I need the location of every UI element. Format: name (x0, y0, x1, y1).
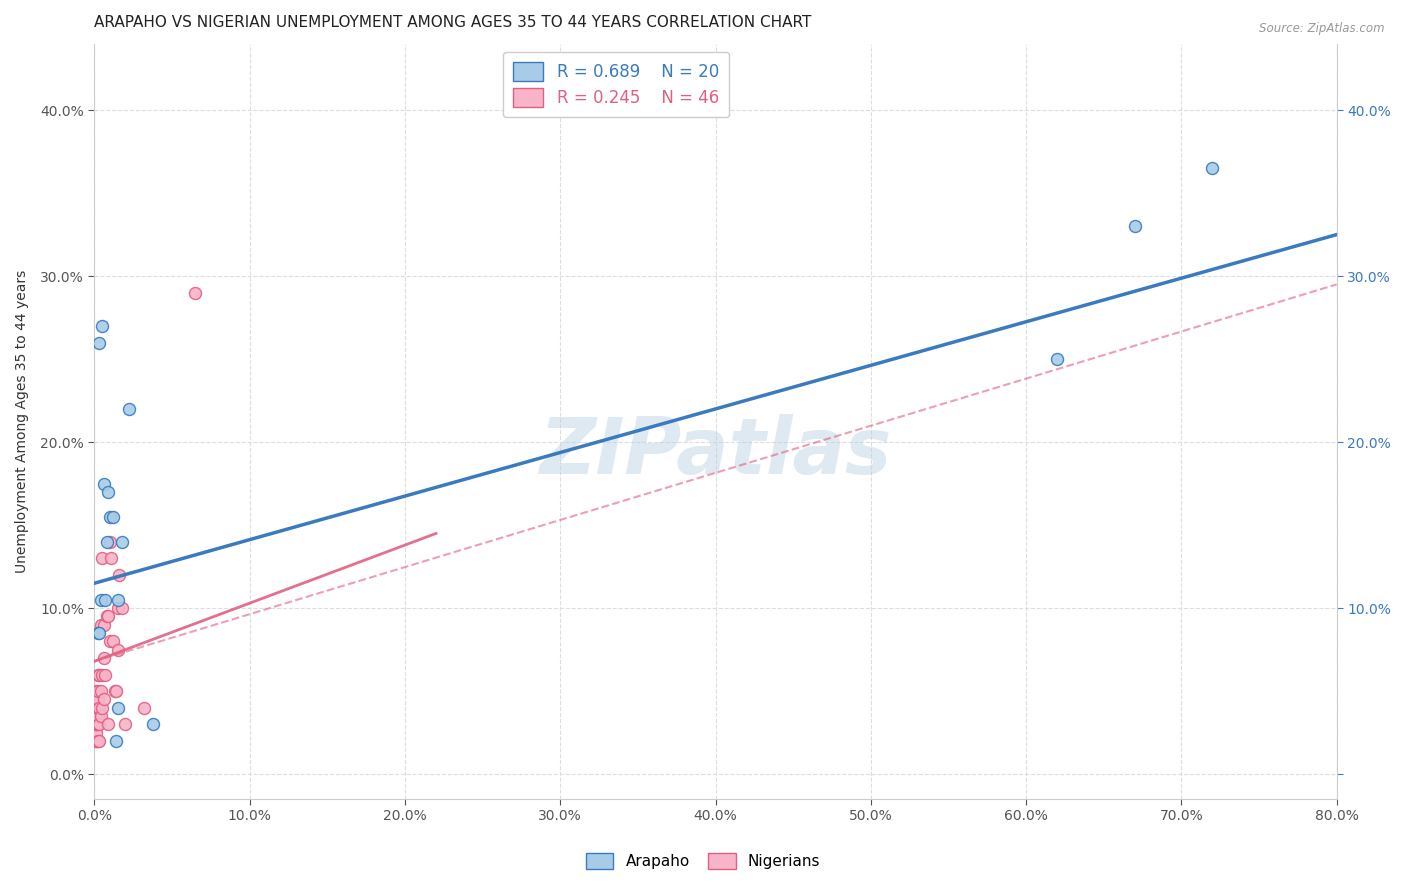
Point (91, 551, 114, 566)
Text: Source: ZipAtlas.com: Source: ZipAtlas.com (1260, 22, 1385, 36)
Point (117, 401, 139, 416)
Point (87, 734, 110, 748)
Point (91, 667, 114, 681)
Point (86, 684, 108, 698)
Legend: R = 0.689    N = 20, R = 0.245    N = 46: R = 0.689 N = 20, R = 0.245 N = 46 (503, 52, 728, 117)
Point (142, 717, 165, 731)
Point (91, 700, 114, 714)
Point (84, 717, 107, 731)
Point (97, 484, 120, 499)
Point (97, 609, 120, 624)
Point (86, 692, 108, 706)
Point (87, 700, 110, 714)
Point (84, 709, 107, 723)
Point (94, 592, 117, 607)
Point (86, 667, 108, 681)
Point (108, 568, 131, 582)
Point (1123, 219, 1146, 234)
Point (84, 684, 107, 698)
Y-axis label: Unemployment Among Ages 35 to 44 years: Unemployment Among Ages 35 to 44 years (15, 269, 30, 573)
Point (96, 534, 118, 549)
Point (84, 717, 107, 731)
Point (93, 617, 115, 632)
Point (84, 725, 107, 739)
Point (100, 551, 122, 566)
Point (107, 601, 129, 615)
Point (101, 634, 124, 648)
Point (86, 626, 108, 640)
Point (111, 534, 134, 549)
Point (105, 684, 128, 698)
Point (87, 626, 110, 640)
Point (93, 692, 115, 706)
Point (1046, 352, 1069, 367)
Legend: Arapaho, Nigerians: Arapaho, Nigerians (579, 847, 827, 875)
Point (87, 335, 110, 350)
Point (90, 617, 112, 632)
Point (101, 509, 124, 524)
Point (86, 709, 108, 723)
Point (94, 667, 117, 681)
Point (84, 700, 107, 714)
Point (86, 717, 108, 731)
Point (96, 609, 118, 624)
Point (93, 476, 115, 491)
Point (114, 717, 136, 731)
Point (87, 667, 110, 681)
Point (184, 285, 207, 300)
Point (111, 601, 134, 615)
Point (84, 734, 107, 748)
Point (98, 634, 121, 648)
Point (104, 684, 127, 698)
Point (84, 692, 107, 706)
Point (98, 509, 121, 524)
Point (97, 717, 120, 731)
Point (1201, 161, 1223, 176)
Point (93, 651, 115, 665)
Point (87, 717, 110, 731)
Point (98, 534, 121, 549)
Point (107, 642, 129, 657)
Point (90, 709, 112, 723)
Point (84, 734, 107, 748)
Point (90, 684, 112, 698)
Point (105, 734, 128, 748)
Point (91, 318, 114, 333)
Point (107, 592, 129, 607)
Point (132, 700, 155, 714)
Point (90, 592, 112, 607)
Text: ARAPAHO VS NIGERIAN UNEMPLOYMENT AMONG AGES 35 TO 44 YEARS CORRELATION CHART: ARAPAHO VS NIGERIAN UNEMPLOYMENT AMONG A… (94, 15, 811, 30)
Text: ZIPatlas: ZIPatlas (540, 414, 891, 490)
Point (107, 700, 129, 714)
Point (86, 700, 108, 714)
Point (86, 734, 108, 748)
